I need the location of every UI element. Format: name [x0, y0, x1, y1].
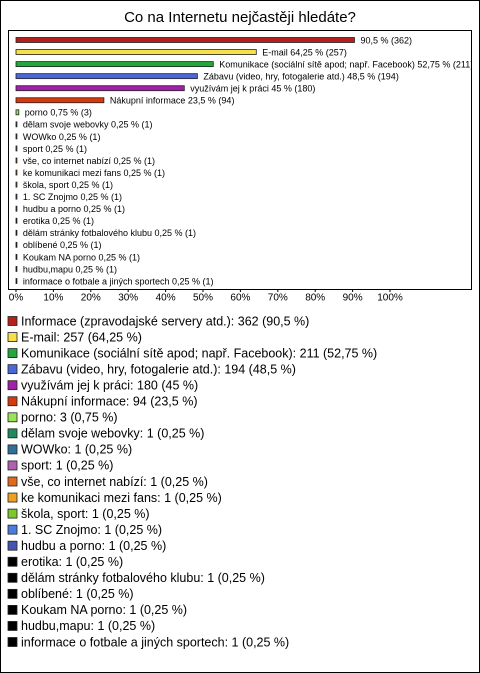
bar: [15, 37, 355, 43]
legend-marker: [7, 476, 18, 487]
legend-label: porno: 3 (0,75 %): [21, 411, 118, 425]
x-tick-label: 60%: [230, 293, 250, 304]
bar: [15, 217, 18, 224]
legend-label: Zábavu (video, hry, fotogalerie atd.): 1…: [21, 362, 296, 376]
bar: [15, 121, 18, 128]
bar: [15, 181, 18, 188]
legend-marker: [7, 412, 18, 423]
bar: [15, 109, 20, 116]
bar-label: WOWko 0,25 % (1): [23, 132, 101, 142]
legend-marker: [7, 364, 18, 375]
x-tick-label: 0%: [9, 293, 24, 304]
legend-label: Nákupní informace: 94 (23,5 %): [21, 395, 197, 409]
bar-label: Nákupní informace 23,5 % (94): [110, 96, 235, 106]
legend-marker: [7, 348, 18, 359]
bar-label: 1. SC Znojmo 0,25 % (1): [23, 192, 122, 202]
x-tick-label: 40%: [156, 293, 176, 304]
legend-marker: [7, 621, 18, 631]
legend-label: oblíbené: 1 (0,25 %): [21, 587, 134, 601]
legend-label: škola, sport: 1 (0,25 %): [21, 507, 150, 521]
legend-label: vše, co internet nabízí: 1 (0,25 %): [21, 475, 208, 489]
bar: [15, 241, 18, 248]
legend-marker: [7, 605, 18, 615]
legend-label: erotika: 1 (0,25 %): [21, 555, 123, 569]
bar-label: hudbu a porno 0,25 % (1): [23, 204, 125, 214]
bar-label: dělam svoje webovky 0,25 % (1): [23, 120, 153, 130]
x-tick-label: 90%: [343, 293, 363, 304]
legend-marker: [7, 492, 18, 503]
bar: [15, 169, 18, 176]
plot-area: 90,5 % (362) E-mail 64,25 % (257) Komunika…: [15, 35, 473, 286]
bar: [15, 145, 18, 152]
bar-label: Komunikace (sociální sítě apod; např. Fa…: [219, 59, 473, 69]
x-tick-label: 70%: [268, 293, 288, 304]
bar-label: 90,5 % (362): [360, 35, 412, 45]
legend-label: Koukam NA porno: 1 (0,25 %): [21, 603, 187, 617]
x-tick-label: 10%: [43, 293, 63, 304]
bar: [15, 49, 257, 55]
bar: [15, 229, 18, 236]
legend-label: E-mail: 257 (64,25 %): [21, 330, 142, 344]
bar-label: hudbu,mapu 0,25 % (1): [23, 264, 117, 274]
legend-label: dělám stránky fotbalového klubu: 1 (0,25…: [21, 571, 265, 585]
legend-marker: [7, 637, 18, 647]
x-tick-label: 20%: [81, 293, 101, 304]
legend-marker: [7, 540, 18, 551]
bar-label: informace o fotbale a jiných sportech 0,…: [23, 276, 214, 286]
legend-marker: [7, 332, 18, 342]
legend-label: Komunikace (sociální sítě apod; např. Fa…: [21, 346, 377, 360]
legend-label: využívám jej k práci: 180 (45 %): [21, 378, 198, 392]
legend-marker: [7, 396, 18, 407]
legend-marker: [7, 572, 18, 583]
bar-label: dělám stránky fotbalového klubu 0,25 % (…: [23, 228, 196, 238]
legend-marker: [7, 444, 18, 455]
legend-marker: [7, 524, 18, 535]
bar-label: Zábavu (video, hry, fotogalerie atd.) 48…: [203, 72, 398, 82]
legend-label: 1. SC Znojmo: 1 (0,25 %): [21, 523, 162, 537]
bar-label: porno 0,75 % (3): [25, 108, 92, 118]
legend-label: WOWko: 1 (0,25 %): [21, 443, 132, 457]
bar: [15, 193, 18, 200]
bar: [15, 205, 18, 212]
legend-marker: [7, 428, 18, 439]
bar: [15, 85, 185, 92]
legend-marker: [7, 316, 18, 326]
legend-label: sport: 1 (0,25 %): [21, 459, 113, 473]
bar-label: Koukam NA porno 0,25 % (1): [23, 252, 140, 262]
legend-label: informace o fotbale a jiných sportech: 1…: [21, 635, 289, 649]
x-tick-label: 30%: [118, 293, 138, 304]
legend-label: hudbu,mapu: 1 (0,25 %): [21, 619, 155, 633]
bar-label: ke komunikaci mezi fans 0,25 % (1): [23, 168, 165, 178]
legend-label: Informace (zpravodajské servery atd.): 3…: [21, 314, 309, 328]
legend-marker: [7, 380, 18, 391]
legend-label: ke komunikaci mezi fans: 1 (0,25 %): [21, 491, 222, 505]
bar-label: sport 0,25 % (1): [23, 144, 87, 154]
x-tick-label: 50%: [193, 293, 213, 304]
bar: [15, 278, 18, 284]
x-tick-label: 100%: [377, 293, 403, 304]
legend-marker: [7, 556, 18, 567]
bar: [15, 253, 18, 260]
bar-label: oblíbené 0,25 % (1): [23, 240, 102, 250]
bar-label: erotika 0,25 % (1): [23, 216, 94, 226]
bar-label: využívám jej k práci 45 % (180): [190, 84, 315, 94]
bar-label: vše, co internet nabízí 0,25 % (1): [23, 156, 155, 166]
x-tick-label: 80%: [305, 293, 325, 304]
legend-marker: [7, 508, 18, 519]
chart-title: Co na Internetu nejčastěji hledáte?: [124, 9, 356, 26]
bar: [15, 266, 18, 272]
legend-marker: [7, 588, 18, 599]
legend-label: dělam svoje webovky: 1 (0,25 %): [21, 427, 204, 441]
bar-label: škola, sport 0,25 % (1): [23, 180, 113, 190]
legend-marker: [7, 460, 18, 471]
bar-label: E-mail 64,25 % (257): [262, 47, 347, 57]
bar: [15, 133, 18, 140]
legend-label: hudbu a porno: 1 (0,25 %): [21, 539, 166, 553]
bar: [15, 73, 198, 80]
bar: [15, 97, 105, 104]
bar: [15, 157, 18, 164]
bar: [15, 61, 214, 67]
